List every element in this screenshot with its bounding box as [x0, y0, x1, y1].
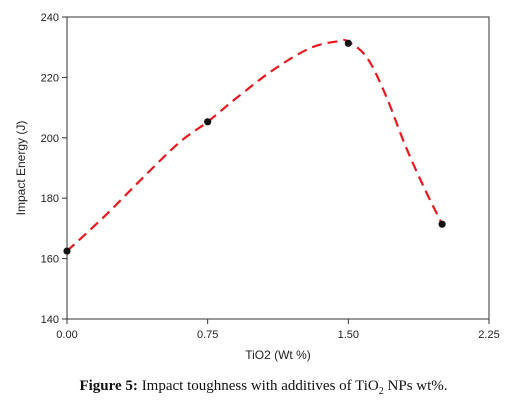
x-axis-label: TiO2 (Wt %): [245, 348, 311, 362]
y-axis-label: Impact Energy (J): [14, 121, 28, 216]
y-tick-label: 240: [41, 12, 59, 24]
x-tick-label: 2.25: [478, 329, 499, 341]
caption-subscript: 2: [378, 386, 384, 397]
data-point: [204, 118, 212, 126]
y-tick-label: 180: [41, 193, 59, 205]
x-tick-label: 1.50: [338, 329, 359, 341]
y-tick-label: 220: [41, 72, 59, 84]
y-tick-label: 200: [41, 133, 59, 145]
fit-curve: [66, 38, 444, 252]
x-axis-ticks: 0.00 0.75 1.50 2.25: [56, 319, 500, 341]
chart: 140 160 180 200 220 240 0.00 0.75 1.50 2.25 TiO2…: [14, 12, 500, 362]
x-tick-label: 0.75: [197, 329, 218, 341]
caption-text: Impact toughness with additives of TiO: [141, 378, 379, 394]
y-tick-label: 140: [41, 314, 59, 326]
plot-frame: [66, 16, 490, 320]
y-axis-ticks: 140 160 180 200 220 240: [41, 12, 67, 326]
data-point: [63, 247, 71, 255]
figure-label: Figure 5:: [79, 378, 138, 394]
figure-caption: Figure 5: Impact toughness with additive…: [0, 378, 527, 397]
data-points: [63, 39, 446, 255]
y-tick-label: 160: [41, 254, 59, 266]
x-tick-label: 0.00: [56, 329, 77, 341]
data-point: [438, 220, 446, 228]
caption-text-after: NPs wt%.: [387, 378, 448, 394]
data-point: [344, 39, 352, 47]
